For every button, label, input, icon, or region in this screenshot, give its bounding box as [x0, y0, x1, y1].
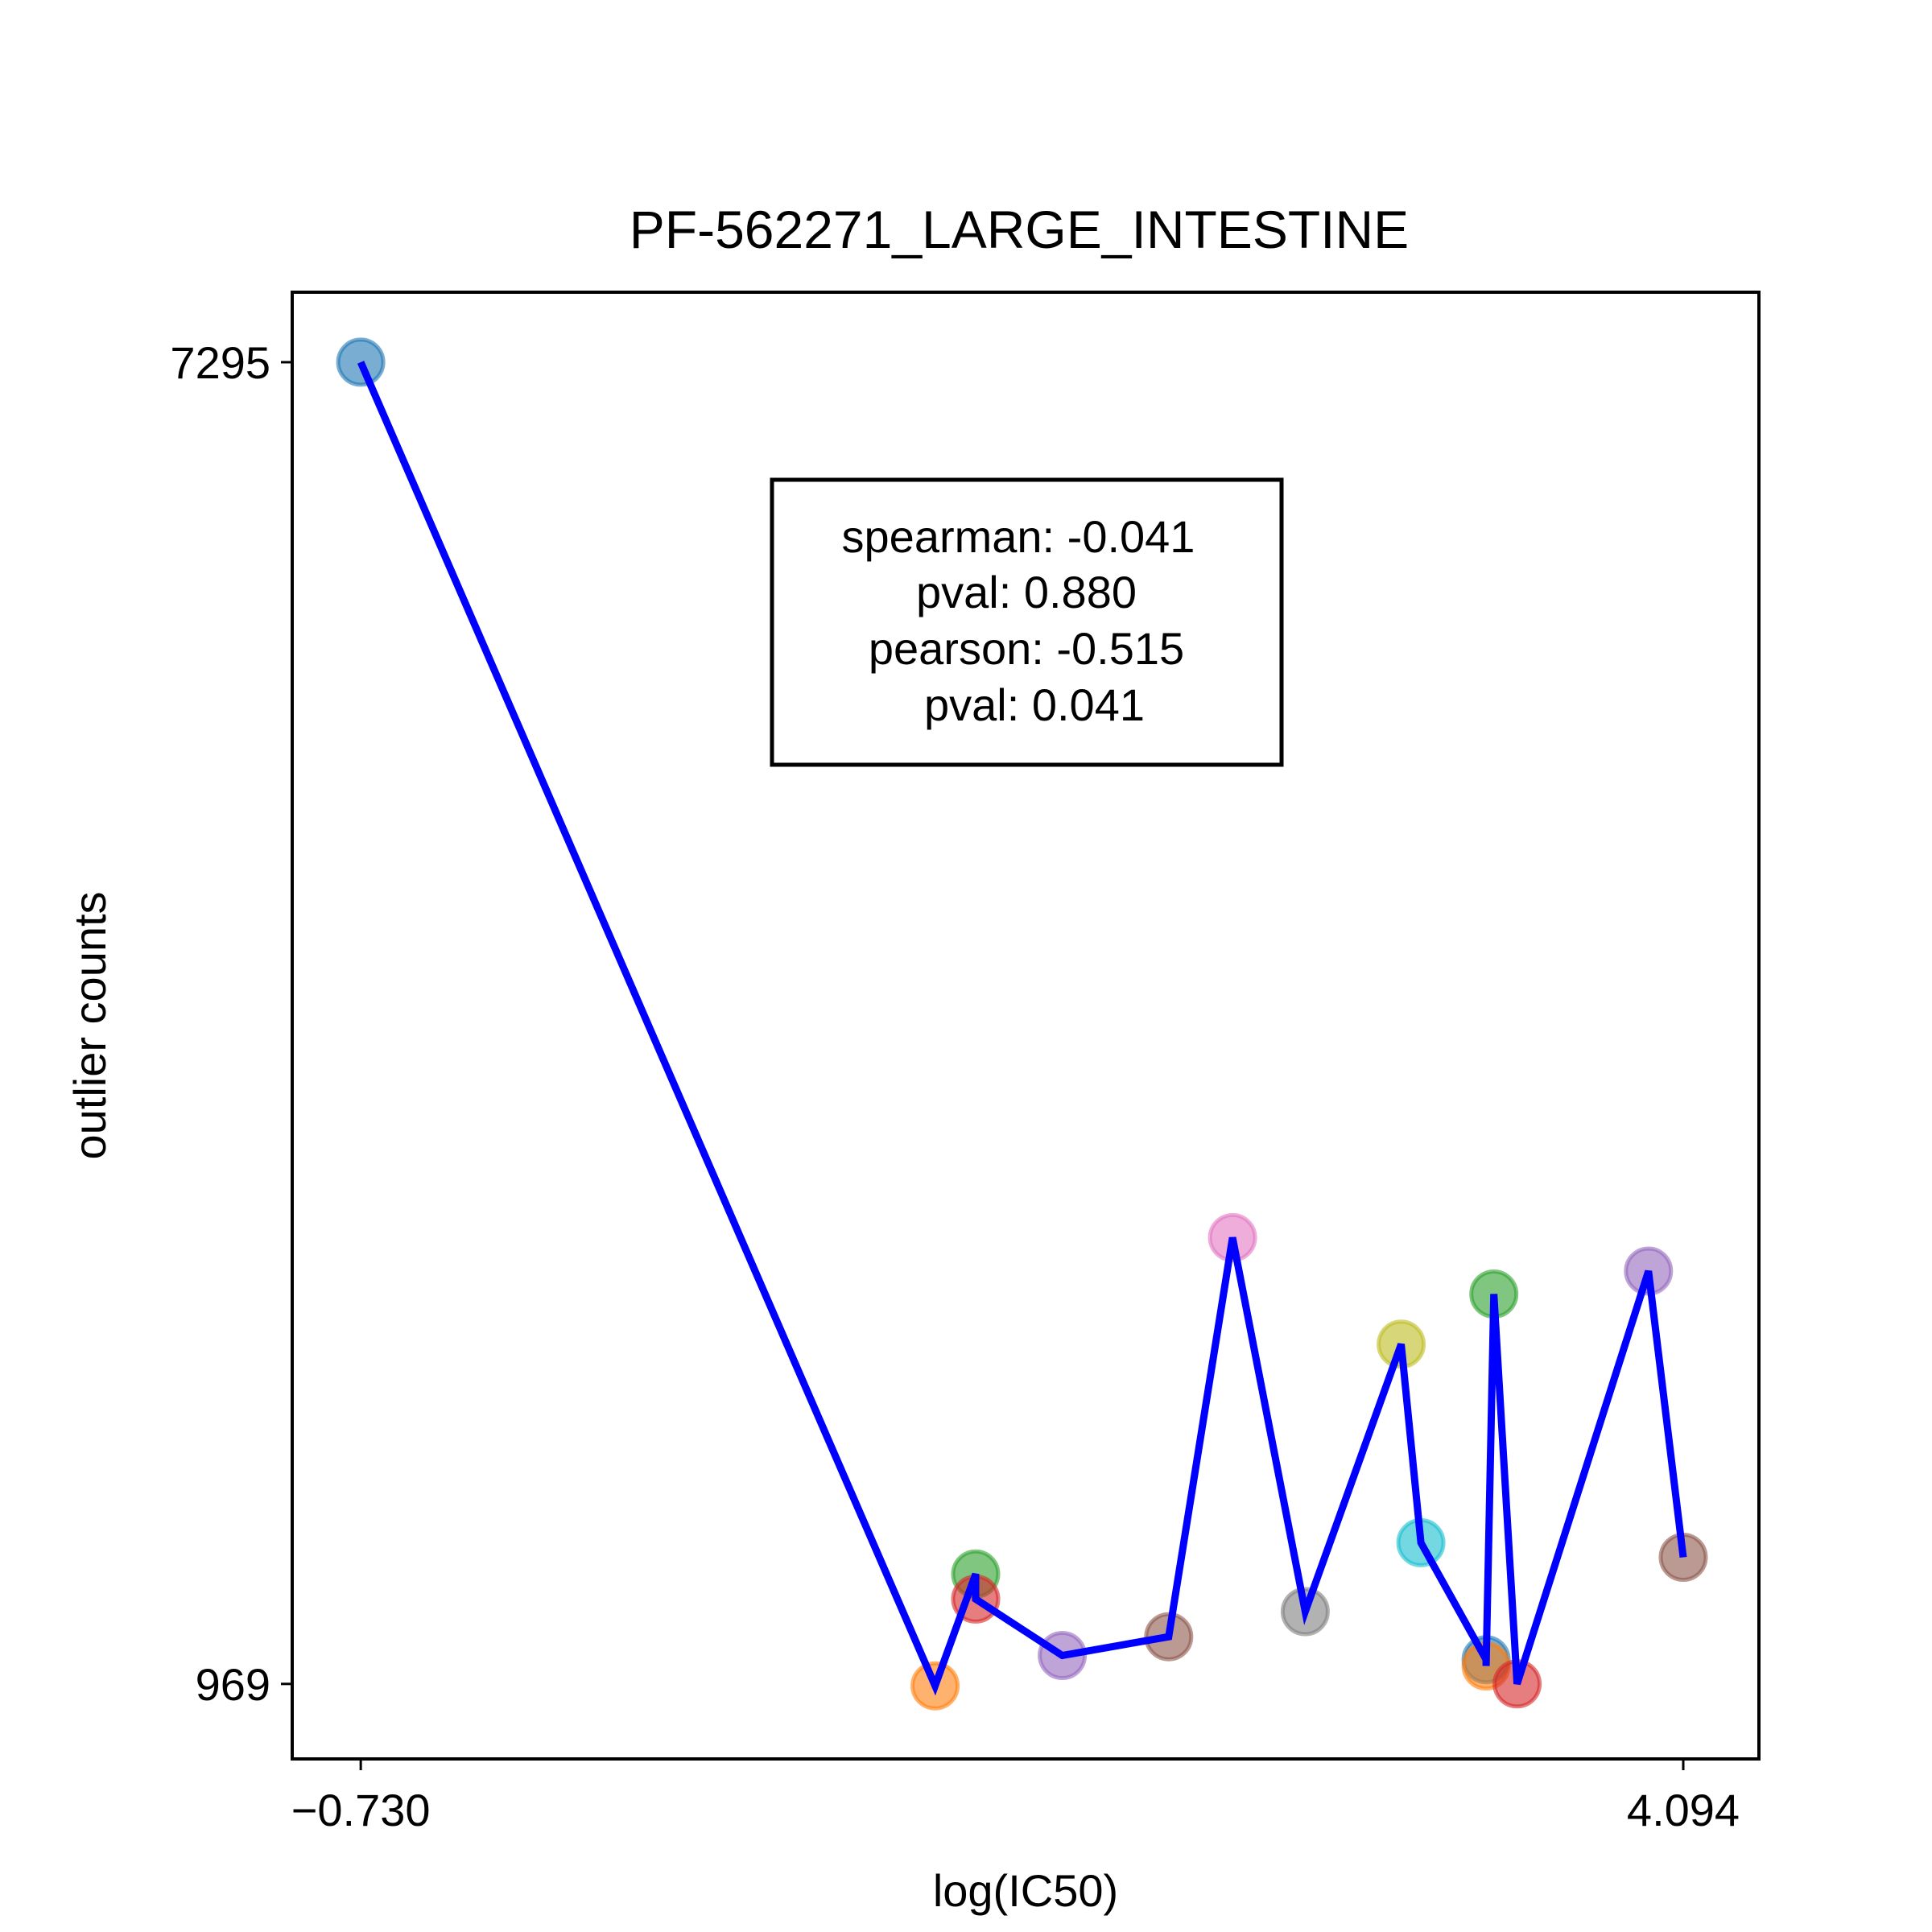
x-tick-label-1: 4.094	[1627, 1785, 1740, 1835]
x-axis-label: log(IC50)	[933, 1865, 1118, 1916]
stats-spearman-pval: pval: 0.880	[916, 567, 1137, 617]
stats-box-frame	[770, 477, 1284, 767]
stats-pearson: pearson: -0.515	[869, 623, 1184, 674]
y-axis-label: outlier counts	[64, 891, 115, 1159]
stats-pearson-pval: pval: 0.041	[924, 679, 1145, 730]
chart-title: PF-562271_LARGE_INTESTINE	[630, 200, 1409, 259]
axes-frame	[291, 291, 1761, 1761]
series-line	[357, 361, 1687, 1696]
stats-box: spearman: -0.041 pval: 0.880 pearson: -0…	[770, 477, 1284, 767]
y-tick-label-0: 969	[196, 1659, 270, 1710]
plot-area	[336, 337, 1708, 1711]
y-tick-label-1: 7295	[170, 337, 270, 388]
axis-ticks: −0.730 4.094 969 7295	[170, 337, 1740, 1835]
stats-spearman: spearman: -0.041	[842, 511, 1195, 562]
x-tick-label-0: −0.730	[291, 1785, 431, 1835]
